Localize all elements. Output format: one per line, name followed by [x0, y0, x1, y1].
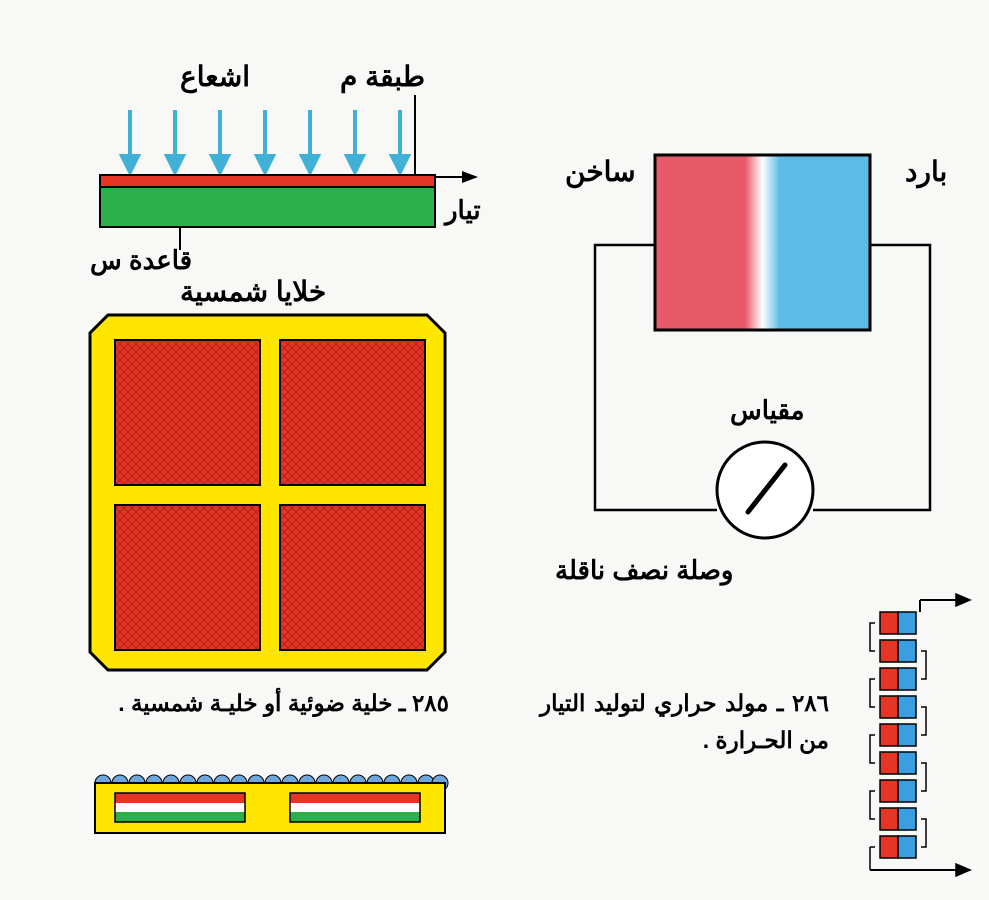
diagram-page: اشعاع طبقة م تيار قاعدة س خلايا شمسية	[0, 0, 989, 900]
thermo-stack	[0, 0, 989, 900]
